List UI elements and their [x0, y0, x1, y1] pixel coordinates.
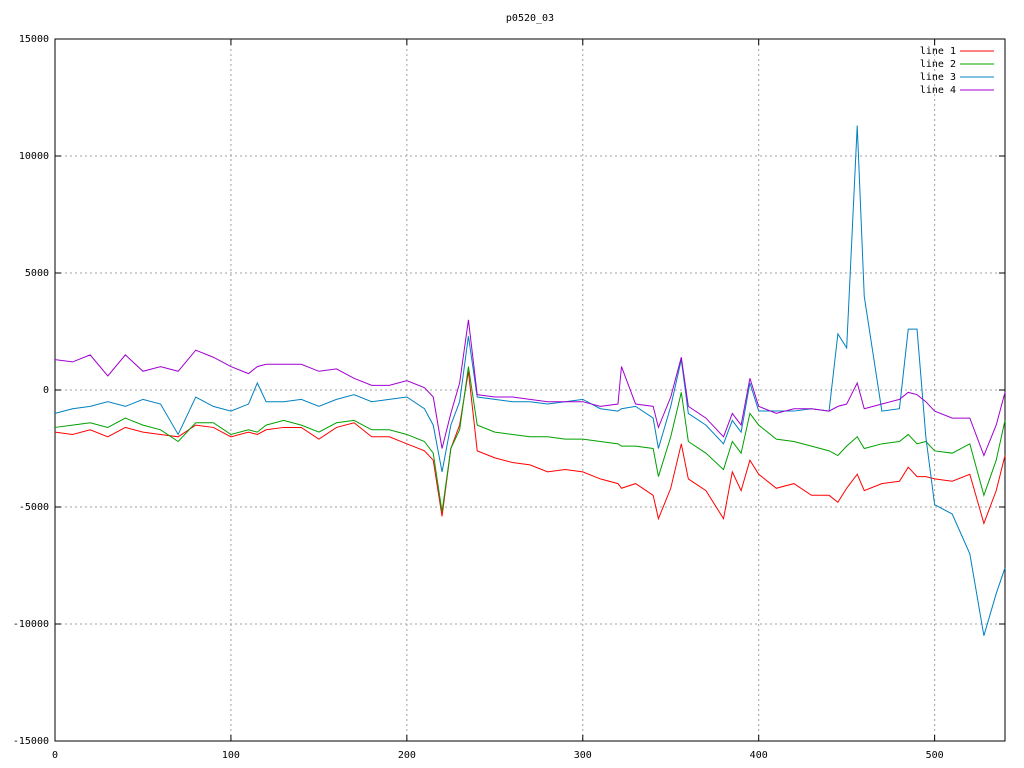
- y-tick-label: 15000: [19, 34, 49, 45]
- x-tick-label: 400: [750, 750, 768, 761]
- y-tick-label: -15000: [13, 736, 49, 747]
- data-line: [54, 366, 1006, 512]
- legend-label: line 4: [920, 85, 956, 96]
- y-tick-label: -5000: [19, 502, 49, 513]
- y-tick-label: -10000: [13, 619, 49, 630]
- data-line: [54, 319, 1006, 457]
- x-tick-label: 300: [574, 750, 592, 761]
- x-tick-label: 200: [398, 750, 416, 761]
- legend-label: line 2: [920, 59, 956, 70]
- y-tick-label: 0: [43, 385, 49, 396]
- legend-label: line 3: [920, 72, 956, 83]
- data-line: [54, 125, 1006, 636]
- chart-title: p0520_03: [506, 13, 554, 24]
- y-tick-label: 10000: [19, 151, 49, 162]
- y-tick-label: 5000: [25, 268, 49, 279]
- data-line: [54, 371, 1006, 525]
- x-tick-label: 0: [52, 750, 58, 761]
- legend-label: line 1: [920, 46, 956, 57]
- x-tick-label: 100: [222, 750, 240, 761]
- x-tick-label: 500: [926, 750, 944, 761]
